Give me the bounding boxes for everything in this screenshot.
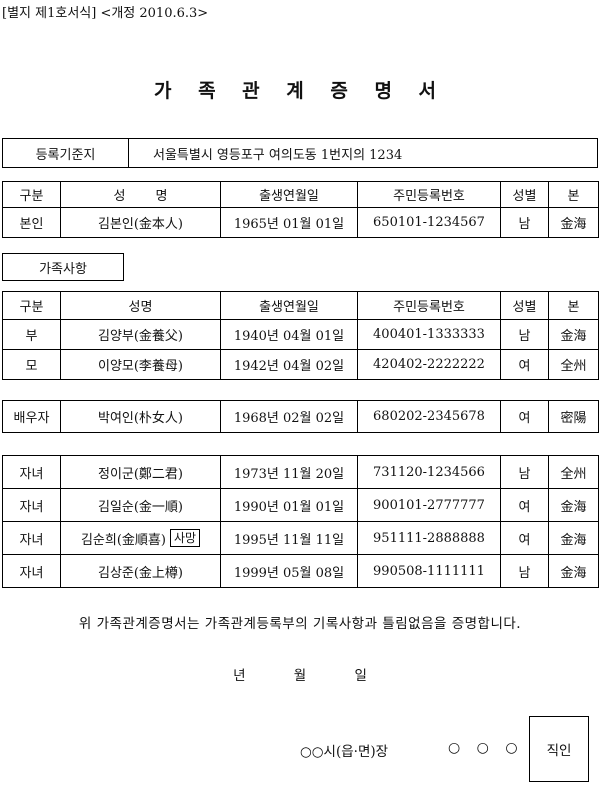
col-origin: 본 xyxy=(548,291,599,320)
col-birth: 출생연월일 xyxy=(220,291,358,320)
child-row: 자녀 김일순(金一順) 1990년 01월 01일 900101-2777777… xyxy=(2,488,599,522)
row-rrn: 400401-1333333 xyxy=(357,319,501,350)
row-origin: 全州 xyxy=(548,349,599,380)
row-sex: 여 xyxy=(500,400,549,433)
row-origin: 金海 xyxy=(548,488,599,522)
row-category: 자녀 xyxy=(2,521,61,555)
row-birth: 1942년 04월 02일 xyxy=(220,349,358,380)
self-sex: 남 xyxy=(500,207,549,238)
row-origin: 密陽 xyxy=(548,400,599,433)
row-origin: 金海 xyxy=(548,521,599,555)
row-origin: 金海 xyxy=(548,319,599,350)
registration-value: 서울특별시 영등포구 여의도동 1번지의 1234 xyxy=(153,147,403,163)
row-birth: 1995년 11월 11일 xyxy=(220,521,358,555)
row-birth: 1940년 04월 01일 xyxy=(220,319,358,350)
col-rrn: 주민등록번호 xyxy=(357,291,501,320)
self-header-row: 구분 성 명 출생연월일 주민등록번호 성별 본 xyxy=(2,181,599,208)
registration-label: 등록기준지 xyxy=(3,139,129,167)
row-rrn: 680202-2345678 xyxy=(357,400,501,433)
row-name: 정이군(鄭二君) xyxy=(60,455,221,489)
row-category: 배우자 xyxy=(2,400,61,433)
name-with-badge: 김순희(金順喜) 사망 xyxy=(80,529,201,548)
date-day: 일 xyxy=(354,668,367,684)
row-category: 자녀 xyxy=(2,554,61,588)
date-month: 월 xyxy=(293,668,307,684)
registration-base-box: 등록기준지 서울특별시 영등포구 여의도동 1번지의 1234 xyxy=(2,138,598,168)
row-name: 김상준(金上樽) xyxy=(60,554,221,588)
col-category: 구분 xyxy=(2,181,61,208)
row-birth: 1968년 02월 02일 xyxy=(220,400,358,433)
row-sex: 여 xyxy=(500,521,549,555)
spouse-table: 배우자 박여인(朴女人) 1968년 02월 02일 680202-234567… xyxy=(2,400,599,433)
mother-row: 모 이양모(李養母) 1942년 04월 02일 420402-2222222 … xyxy=(2,349,599,380)
row-name: 김일순(金一順) xyxy=(60,488,221,522)
row-sex: 남 xyxy=(500,319,549,350)
official-seal-box: 직인 xyxy=(529,716,589,782)
row-name: 박여인(朴女人) xyxy=(60,400,221,433)
row-name: 김순희(金順喜) xyxy=(80,532,166,548)
document-title: 가 족 관 계 증 명 서 xyxy=(153,80,447,102)
row-rrn: 951111-2888888 xyxy=(357,521,501,555)
row-name: 이양모(李養母) xyxy=(60,349,221,380)
self-table: 구분 성 명 출생연월일 주민등록번호 성별 본 본인 김본인(金本人) 196… xyxy=(2,181,599,238)
row-rrn: 420402-2222222 xyxy=(357,349,501,380)
self-row: 본인 김본인(金本人) 1965년 01월 01일 650101-1234567… xyxy=(2,207,599,238)
col-sex: 성별 xyxy=(500,181,549,208)
spouse-row: 배우자 박여인(朴女人) 1968년 02월 02일 680202-234567… xyxy=(2,400,599,433)
family-section-label: 가족사항 xyxy=(2,253,124,281)
col-category: 구분 xyxy=(2,291,61,320)
row-category: 자녀 xyxy=(2,455,61,489)
col-rrn: 주민등록번호 xyxy=(357,181,501,208)
row-birth: 1973년 11월 20일 xyxy=(220,455,358,489)
col-sex: 성별 xyxy=(500,291,549,320)
parents-table: 구분 성명 출생연월일 주민등록번호 성별 본 부 김양부(金養父) 1940년… xyxy=(2,291,599,380)
col-name: 성 명 xyxy=(60,181,221,208)
row-origin: 金海 xyxy=(548,554,599,588)
row-origin: 全州 xyxy=(548,455,599,489)
row-category: 부 xyxy=(2,319,61,350)
self-origin: 金海 xyxy=(548,207,599,238)
form-number-note: [별지 제1호서식] <개정 2010.6.3> xyxy=(2,6,209,21)
date-year: 년 xyxy=(233,668,246,684)
deceased-badge: 사망 xyxy=(169,529,201,547)
row-sex: 여 xyxy=(500,488,549,522)
row-birth: 1999년 05월 08일 xyxy=(220,554,358,588)
issuer-office: ○○시(읍·면)장 xyxy=(300,744,389,760)
self-birth: 1965년 01월 01일 xyxy=(220,207,358,238)
family-header-row: 구분 성명 출생연월일 주민등록번호 성별 본 xyxy=(2,291,599,320)
row-birth: 1990년 01월 01일 xyxy=(220,488,358,522)
child-row: 자녀 정이군(鄭二君) 1973년 11월 20일 731120-1234566… xyxy=(2,455,599,489)
self-category: 본인 xyxy=(2,207,61,238)
row-category: 자녀 xyxy=(2,488,61,522)
row-rrn: 731120-1234566 xyxy=(357,455,501,489)
row-name-cell: 김순희(金順喜) 사망 xyxy=(60,521,221,555)
issuer-name: ○ ○ ○ xyxy=(448,740,524,756)
row-name: 김양부(金養父) xyxy=(60,319,221,350)
row-sex: 남 xyxy=(500,455,549,489)
row-rrn: 900101-2777777 xyxy=(357,488,501,522)
children-table: 자녀 정이군(鄭二君) 1973년 11월 20일 731120-1234566… xyxy=(2,455,599,588)
certification-statement: 위 가족관계증명서는 가족관계등록부의 기록사항과 틀림없음을 증명합니다. xyxy=(78,616,522,632)
row-sex: 여 xyxy=(500,349,549,380)
col-name: 성명 xyxy=(60,291,221,320)
father-row: 부 김양부(金養父) 1940년 04월 01일 400401-1333333 … xyxy=(2,319,599,350)
self-rrn: 650101-1234567 xyxy=(357,207,501,238)
self-name: 김본인(金本人) xyxy=(60,207,221,238)
child-row: 자녀 김순희(金順喜) 사망 1995년 11월 11일 951111-2888… xyxy=(2,521,599,555)
row-category: 모 xyxy=(2,349,61,380)
row-sex: 남 xyxy=(500,554,549,588)
issue-date: 년 월 일 xyxy=(0,664,600,684)
col-origin: 본 xyxy=(548,181,599,208)
row-rrn: 990508-1111111 xyxy=(357,554,501,588)
col-birth: 출생연월일 xyxy=(220,181,358,208)
child-row: 자녀 김상준(金上樽) 1999년 05월 08일 990508-1111111… xyxy=(2,554,599,588)
